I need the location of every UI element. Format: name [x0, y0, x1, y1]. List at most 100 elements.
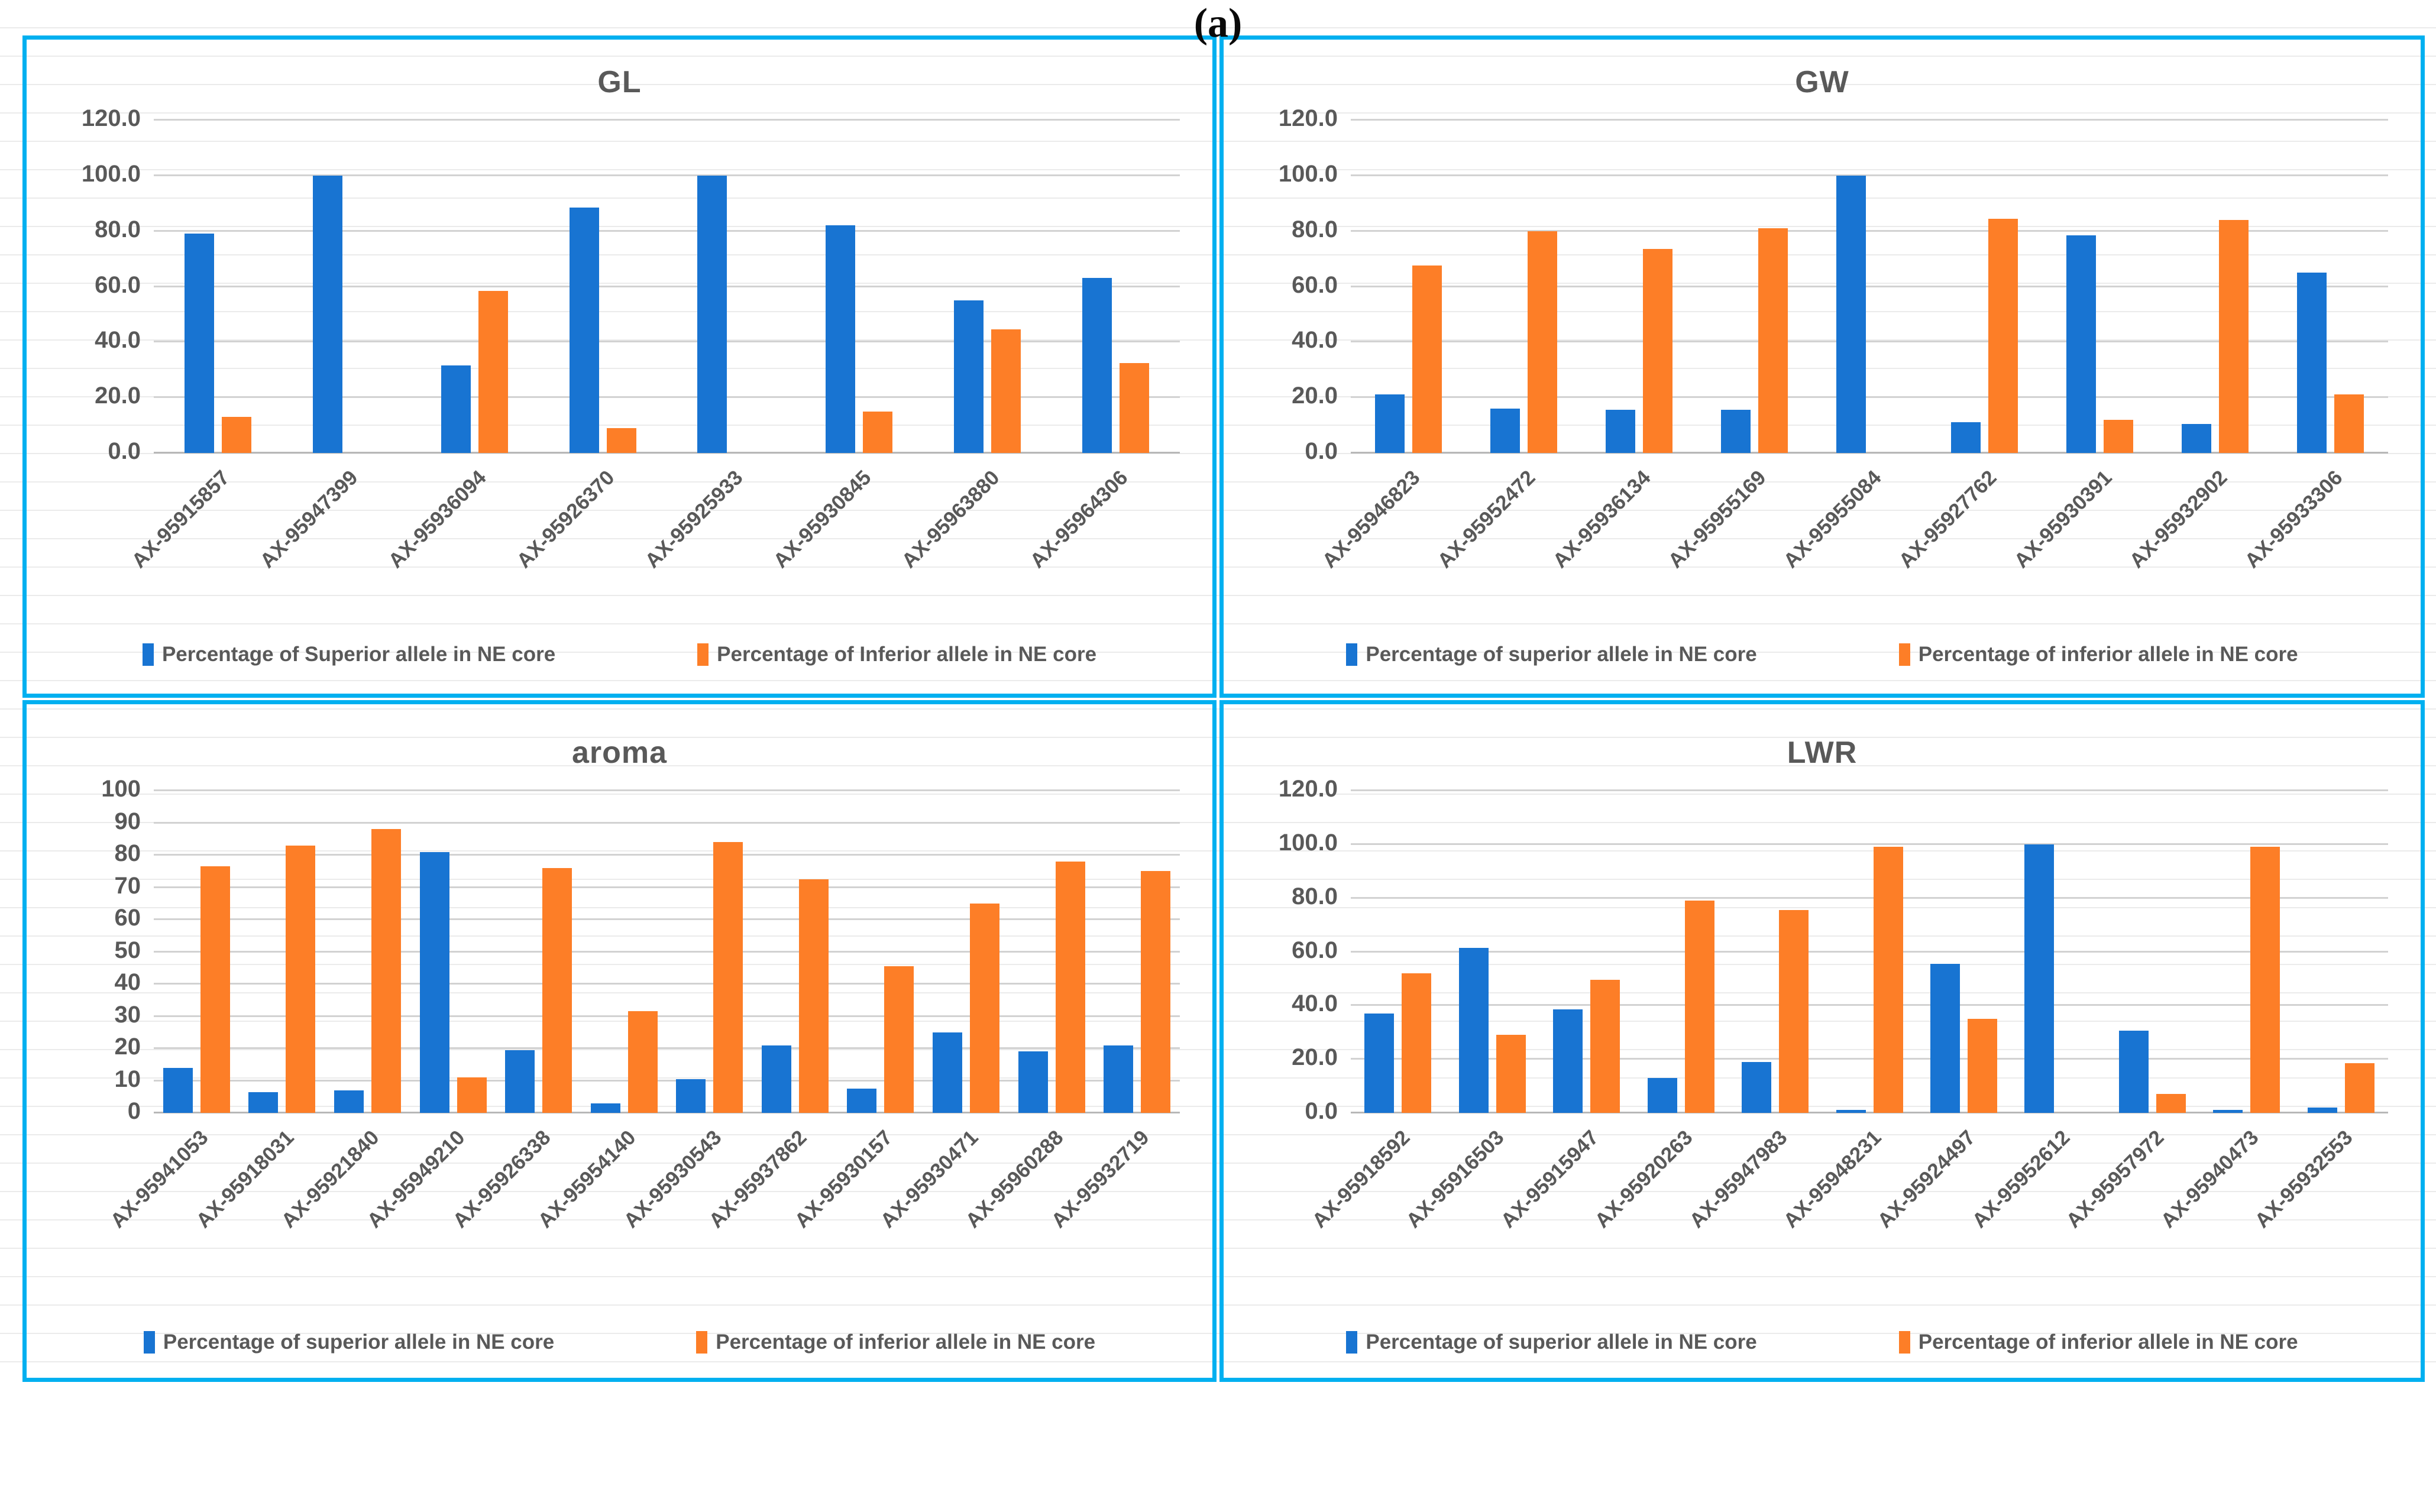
x-axis-tick-label: AX-95930543 [619, 1126, 726, 1233]
panel-gw: GW 0.0 20.0 40.0 60.0 80.0 100.0 120.0 AX-959468… [1219, 35, 2425, 698]
bar-superior-allele [1374, 394, 1405, 453]
legend-swatch-orange-icon [1898, 643, 1910, 666]
legend-label: Percentage of superior allele in NE core [1366, 1330, 1757, 1354]
x-axis-tick-label: AX-95960288 [961, 1126, 1068, 1233]
legend-entry-inferior: Percentage of inferior allele in NE core [696, 1330, 1095, 1354]
bar-inferior-allele [1496, 1035, 1526, 1113]
gridline [154, 886, 1180, 888]
bar-superior-allele [2213, 1110, 2243, 1113]
bar-inferior-allele [2334, 394, 2364, 453]
y-axis-tick-label: 20.0 [95, 383, 141, 409]
gridline [154, 229, 1180, 232]
gridline [1351, 1058, 2388, 1060]
bar-superior-allele [1605, 410, 1635, 453]
x-axis-tick-label: AX-95921840 [277, 1126, 384, 1233]
gridline [1351, 452, 2388, 454]
y-axis-tick-label: 0.0 [1305, 438, 1338, 464]
y-axis-tick-label: 20.0 [1292, 383, 1338, 409]
bar-superior-allele [2307, 1107, 2337, 1113]
gridline [154, 821, 1180, 824]
panel-aroma: aroma 0 10 20 30 40 50 60 70 80 90 100 AX-95941053 AX… [22, 700, 1217, 1382]
bar-superior-allele [1364, 1013, 1395, 1113]
y-axis-tick-label: 0.0 [1305, 1098, 1338, 1124]
bar-superior-allele [697, 175, 727, 453]
bar-superior-allele [933, 1032, 963, 1113]
bar-superior-allele [163, 1067, 193, 1113]
legend-entry-superior: Percentage of superior allele in NE core [143, 1330, 554, 1354]
bar-inferior-allele [1967, 1019, 1997, 1113]
bar-inferior-allele [884, 966, 914, 1113]
y-axis-tick-label: 60.0 [95, 271, 141, 298]
x-axis-tick-label: AX-95926338 [448, 1126, 555, 1233]
chart-title-aroma: aroma [571, 736, 668, 770]
bar-superior-allele [1742, 1061, 1772, 1113]
bar-superior-allele [590, 1103, 620, 1113]
bar-inferior-allele [713, 842, 743, 1113]
bar-superior-allele [954, 300, 984, 453]
y-axis-tick-label: 70 [114, 872, 141, 899]
legend-label: Percentage of Inferior allele in NE core [717, 643, 1097, 666]
y-axis-tick-label: 40 [114, 969, 141, 995]
bar-superior-allele [847, 1089, 877, 1113]
x-axis-tick-label: AX-95947983 [1684, 1126, 1792, 1233]
x-axis-tick-label: AX-95954140 [533, 1126, 640, 1233]
y-axis-tick-label: 100.0 [81, 160, 141, 187]
x-axis-tick-label: AX-95930471 [875, 1126, 983, 1233]
legend-entry-superior: Percentage of superior allele in NE core [1346, 643, 1757, 666]
bar-inferior-allele [1402, 973, 1432, 1113]
x-axis-tick-label: AX-95916503 [1402, 1126, 1509, 1233]
bar-superior-allele [1836, 1110, 1866, 1113]
x-axis-tick-label: AX-95940473 [2156, 1126, 2263, 1233]
panel-lwr: LWR 0.0 20.0 40.0 60.0 80.0 100.0 120.0 AX-95918… [1219, 700, 2425, 1382]
gridline [1351, 1112, 2388, 1113]
bar-inferior-allele [1642, 249, 1672, 453]
bar-superior-allele [1930, 963, 1960, 1113]
bar-superior-allele [2182, 423, 2212, 453]
gridline [154, 1112, 1180, 1113]
bar-superior-allele [1082, 278, 1112, 453]
legend-swatch-blue-icon [142, 643, 154, 666]
x-axis-tick-label: AX-95941053 [106, 1126, 213, 1233]
y-axis-tick-label: 40.0 [95, 327, 141, 354]
y-axis-tick-label: 80.0 [95, 216, 141, 242]
y-axis-tick-label: 100.0 [1278, 160, 1338, 187]
chart-title-GL: GL [597, 65, 642, 99]
bar-superior-allele [505, 1050, 535, 1113]
bar-inferior-allele [2104, 419, 2134, 453]
bar-inferior-allele [1412, 266, 1442, 453]
bar-inferior-allele [1988, 218, 2018, 453]
bar-superior-allele [2066, 235, 2097, 453]
bar-superior-allele [676, 1079, 706, 1113]
x-axis-tick-label: AX-95924497 [1873, 1126, 1981, 1233]
x-axis-tick-label: AX-95915947 [1496, 1126, 1603, 1233]
bar-inferior-allele [991, 329, 1021, 453]
legend-label: Percentage of inferior allele in NE core [1918, 643, 2298, 666]
gridline [154, 1079, 1180, 1082]
gridline [1351, 789, 2388, 791]
bar-inferior-allele [221, 417, 251, 453]
legend-entry-superior: Percentage of superior allele in NE core [1346, 1330, 1757, 1354]
bar-inferior-allele [1779, 910, 1809, 1113]
x-axis-tick-label: AX-95937862 [704, 1126, 811, 1233]
bar-superior-allele [1490, 408, 1520, 453]
bar-inferior-allele [863, 411, 893, 453]
bar-superior-allele [2024, 844, 2055, 1113]
bar-inferior-allele [798, 879, 829, 1113]
gridline [154, 285, 1180, 287]
bar-superior-allele [419, 851, 449, 1113]
legend: Percentage of superior allele in NE core… [1224, 643, 2421, 666]
y-axis-tick-label: 60 [114, 905, 141, 931]
chart-title-GW: GW [1795, 65, 1849, 99]
gridline [154, 950, 1180, 953]
bar-inferior-allele [2344, 1063, 2374, 1113]
legend-swatch-orange-icon [1898, 1331, 1910, 1354]
bar-inferior-allele [371, 829, 401, 1113]
bar-superior-allele [334, 1090, 364, 1113]
gridline [154, 983, 1180, 985]
bar-inferior-allele [2219, 219, 2249, 453]
y-axis-tick-label: 120.0 [1278, 776, 1338, 802]
legend-entry-inferior: Percentage of inferior allele in NE core [1898, 643, 2298, 666]
y-axis-tick-label: 30 [114, 1001, 141, 1028]
bar-inferior-allele [1141, 871, 1171, 1113]
bar-inferior-allele [2156, 1094, 2186, 1113]
